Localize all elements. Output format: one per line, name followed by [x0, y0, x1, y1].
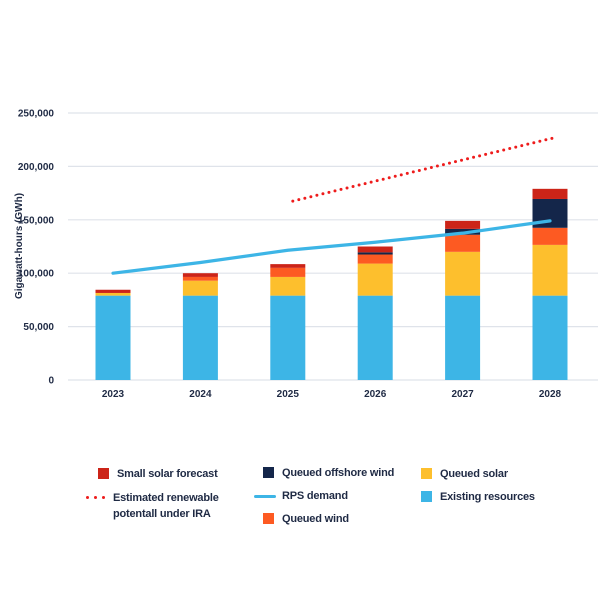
y-tick-label: 150,000: [18, 215, 55, 226]
bar-stack-2025: [270, 264, 306, 380]
bar-segment-queued-wind: [270, 267, 306, 277]
bar-segment-small-solar-forecast: [445, 220, 481, 229]
bar-segment-queued-wind: [182, 276, 218, 281]
bar-segment-existing-resources: [357, 295, 393, 380]
bar-stack-2028: [532, 188, 568, 380]
bar-stack-2023: [95, 289, 131, 380]
legend-label: Queued wind: [282, 513, 349, 525]
stacked-bars: [95, 188, 568, 380]
gridlines: [68, 112, 598, 381]
bar-segment-queued-solar: [532, 244, 568, 296]
legend-swatch-queued-wind: [263, 513, 274, 524]
legend-item-offshore-wind[interactable]: Queued offshore wind: [263, 465, 432, 481]
bar-segment-existing-resources: [270, 295, 306, 380]
x-tick-label: 2024: [189, 389, 212, 400]
bar-segment-queued-wind: [445, 234, 481, 252]
legend-item-queued-solar[interactable]: Queued solar: [421, 466, 590, 482]
bar-segment-small-solar-forecast: [182, 273, 218, 277]
x-tick-label: 2028: [539, 389, 562, 400]
bar-segment-small-solar-forecast: [357, 246, 393, 253]
bar-segment-queued-solar: [445, 251, 481, 296]
legend-swatch-small-solar: [98, 468, 109, 479]
bar-segment-small-solar-forecast: [270, 264, 306, 268]
legend-swatch-existing: [421, 491, 432, 502]
lines: [111, 136, 557, 275]
y-tick-label: 50,000: [23, 322, 54, 333]
bar-stack-2027: [445, 220, 481, 380]
bar-segment-queued-wind: [357, 254, 393, 264]
bar-segment-existing-resources: [445, 295, 481, 380]
bar-segment-queued-solar: [182, 280, 218, 296]
y-tick-label: 200,000: [18, 162, 55, 173]
rps-demand-line: [111, 219, 552, 275]
legend-item-small-solar[interactable]: Small solar forecast: [98, 466, 267, 482]
x-tick-label: 2023: [102, 389, 125, 400]
legend-item-ira-potential[interactable]: Estimated renewable potentall under IRA: [85, 490, 243, 522]
legend-swatch-queued-solar: [421, 468, 432, 479]
bar-segment-small-solar-forecast: [532, 188, 568, 199]
x-tick-label: 2026: [364, 389, 387, 400]
y-axis-label: Gigawatt-hours (GWh): [14, 193, 25, 299]
bar-segment-queued-solar: [95, 292, 131, 296]
bar-segment-existing-resources: [95, 295, 131, 380]
bar-segment-queued-solar: [357, 263, 393, 296]
bar-stack-2024: [182, 273, 218, 380]
bar-segment-existing-resources: [182, 295, 218, 380]
legend-label: RPS demand: [282, 490, 348, 502]
y-tick-label: 0: [48, 376, 54, 387]
bar-segment-queued-solar: [270, 276, 306, 296]
legend-item-rps-demand[interactable]: RPS demand: [254, 488, 432, 504]
x-tick-label: 2025: [277, 389, 300, 400]
legend-label: Estimated renewable potentall under IRA: [113, 492, 219, 520]
legend-line-icon: [254, 495, 276, 498]
bar-segment-queued-offshore-wind: [357, 252, 393, 255]
bar-segment-small-solar-forecast: [95, 289, 131, 293]
legend-label: Queued solar: [440, 468, 508, 480]
legend-label: Existing resources: [440, 491, 535, 503]
x-tick-label: 2027: [451, 389, 474, 400]
y-tick-label: 100,000: [18, 269, 55, 280]
legend-swatch-offshore-wind: [263, 467, 274, 478]
y-axis-ticks: 0 50,000 100,000 150,000 200,000 250,000: [18, 109, 55, 387]
ira-potential-dotted-line: [291, 136, 557, 203]
legend-item-existing-resources[interactable]: Existing resources: [421, 489, 590, 505]
x-axis-ticks: 2023 2024 2025 2026 2027 2028: [102, 389, 562, 400]
legend-label: Queued offshore wind: [282, 467, 395, 479]
legend-item-queued-wind[interactable]: Queued wind: [263, 511, 432, 527]
y-tick-label: 250,000: [18, 109, 55, 120]
bar-stack-2026: [357, 246, 393, 380]
bar-segment-queued-wind: [532, 227, 568, 245]
legend-label: Small solar forecast: [117, 468, 218, 480]
bar-segment-existing-resources: [532, 295, 568, 380]
legend-dots-icon: [85, 490, 107, 506]
